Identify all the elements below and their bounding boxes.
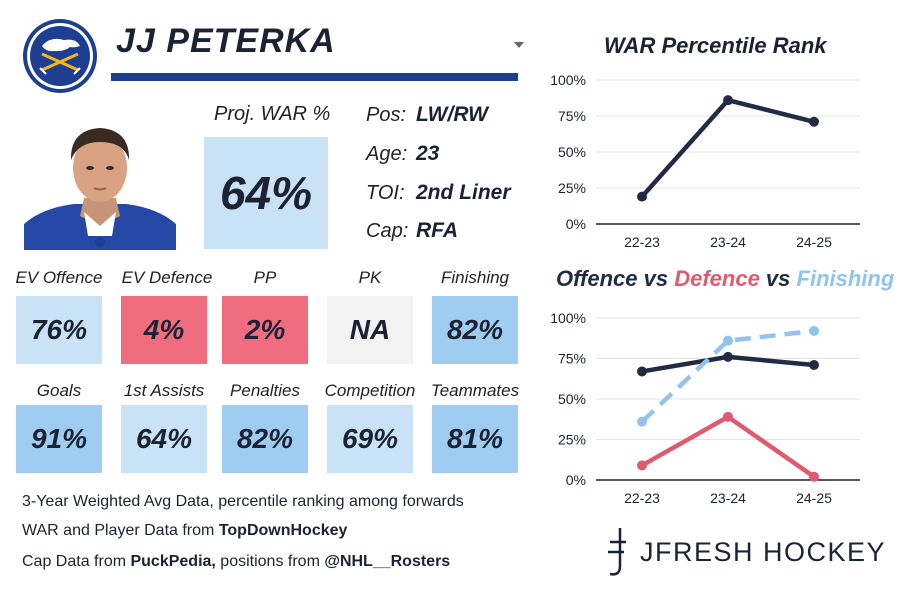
- data-point-defence-24-25: [809, 471, 819, 482]
- x-tick-label: 24-25: [796, 490, 832, 504]
- stat-box-pp: 2%: [222, 296, 308, 364]
- stat-box-competition: 69%: [327, 405, 413, 473]
- name-underline: [111, 73, 518, 81]
- footnote-cap-mid: positions from: [215, 553, 325, 570]
- y-tick-label: 100%: [550, 72, 586, 88]
- footnote-war-source-prefix: WAR and Player Data from: [22, 522, 219, 539]
- war-chart-title: WAR Percentile Rank: [604, 33, 827, 58]
- stat-box-finishing: 82%: [432, 296, 518, 364]
- data-point-war-23-24: [723, 95, 733, 106]
- footnote-data-description: 3-Year Weighted Avg Data, percentile ran…: [22, 493, 464, 510]
- stat-box-1st-assists: 64%: [121, 405, 207, 473]
- y-tick-label: 75%: [558, 351, 586, 367]
- y-tick-label: 75%: [558, 108, 586, 124]
- offence-defence-finishing-chart: 0% 25% 50% 75% 100% 22-23 23-24 24-25: [550, 310, 860, 504]
- pos-value: LW/RW: [416, 103, 488, 126]
- stat-box-ev-offence: 76%: [16, 296, 102, 364]
- footnote-positions-source-name: @NHL__Rosters: [324, 553, 451, 570]
- x-tick-label: 24-25: [796, 234, 832, 250]
- ovd-title-defence: Defence: [674, 266, 760, 291]
- data-point-finishing-22-23: [637, 416, 647, 427]
- series-line-war: [640, 97, 815, 199]
- stat-box-penalties: 82%: [222, 405, 308, 473]
- y-tick-label: 25%: [558, 180, 586, 196]
- data-point-finishing-23-24: [723, 335, 733, 346]
- age-value: 23: [416, 142, 440, 165]
- stat-box-pk: NA: [327, 296, 413, 364]
- y-tick-label: 100%: [550, 310, 586, 326]
- y-tick-label: 0%: [566, 472, 586, 488]
- toi-label: TOI:: [366, 182, 405, 204]
- y-tick-label: 25%: [558, 432, 586, 448]
- stat-box-ev-defence: 4%: [121, 296, 207, 364]
- data-point-offence-23-24: [723, 351, 733, 362]
- stat-label-pk: PK: [358, 268, 382, 287]
- proj-war-value: 64%: [219, 167, 313, 219]
- brand-text: JFRESH HOCKEY: [640, 536, 887, 567]
- ovd-title-vs-2: vs: [759, 266, 797, 291]
- stat-label-competition: Competition: [324, 381, 416, 400]
- y-tick-label: 50%: [558, 144, 586, 160]
- data-point-war-24-25: [809, 116, 819, 127]
- series-line-defence: [640, 414, 816, 479]
- ovd-title-finishing: Finishing: [796, 266, 895, 291]
- footnote-cap-prefix: Cap Data from: [22, 553, 131, 570]
- stat-label-1st-assists: 1st Assists: [123, 381, 205, 400]
- jfresh-logo-icon: [608, 528, 626, 576]
- cap-label: Cap:: [366, 220, 409, 242]
- toi-value: 2nd Liner: [416, 181, 511, 204]
- cap-value: RFA: [416, 219, 458, 242]
- y-tick-label: 0%: [566, 216, 586, 232]
- proj-war-box: 64%: [204, 137, 328, 249]
- stat-box-goals: 91%: [16, 405, 102, 473]
- data-point-offence-24-25: [809, 359, 819, 370]
- stat-label-ev-offence: EV Offence: [15, 268, 103, 287]
- stat-label-teammates: Teammates: [430, 381, 520, 400]
- series-line-finishing: [640, 328, 815, 424]
- buffalo-sabres-logo-icon: [23, 19, 97, 93]
- footnote-war-source: WAR and Player Data from TopDownHockey: [22, 522, 347, 540]
- proj-war-label: Proj. WAR %: [214, 103, 331, 125]
- pos-label: Pos:: [366, 104, 407, 126]
- footnote-war-source-name: TopDownHockey: [218, 522, 348, 539]
- stat-label-penalties: Penalties: [230, 381, 300, 400]
- stat-label-goals: Goals: [36, 381, 82, 400]
- data-point-offence-22-23: [637, 366, 647, 377]
- chevron-down-icon[interactable]: [514, 42, 524, 48]
- x-tick-label: 23-24: [710, 234, 746, 250]
- x-tick-label: 23-24: [710, 490, 746, 504]
- footnote-cap-source-name: PuckPedia,: [130, 553, 216, 570]
- data-point-war-22-23: [637, 191, 647, 202]
- stat-box-teammates: 81%: [432, 405, 518, 473]
- ovd-chart-title: Offence vs Defence vs Finishing: [556, 266, 894, 292]
- footnote-cap-source: Cap Data from PuckPedia, positions from …: [22, 553, 450, 571]
- brand: JFRESH HOCKEY: [604, 526, 886, 578]
- x-tick-label: 22-23: [624, 490, 660, 504]
- y-tick-label: 50%: [558, 391, 586, 407]
- stat-label-pp: PP: [253, 268, 277, 287]
- stat-label-finishing: Finishing: [440, 268, 510, 287]
- player-headshot: [24, 128, 176, 250]
- player-name: JJ PETERKA: [116, 22, 336, 60]
- data-point-defence-23-24: [723, 411, 733, 422]
- war-percentile-chart: 0% 25% 50% 75% 100% 22-23 23-24 24-25: [550, 72, 860, 250]
- x-tick-label: 22-23: [624, 234, 660, 250]
- stat-label-ev-defence: EV Defence: [121, 268, 213, 287]
- ovd-title-offence: Offence: [556, 266, 638, 291]
- data-point-finishing-24-25: [809, 325, 819, 336]
- ovd-title-vs-1: vs: [637, 266, 675, 291]
- data-point-defence-22-23: [637, 460, 647, 471]
- age-label: Age:: [366, 143, 408, 165]
